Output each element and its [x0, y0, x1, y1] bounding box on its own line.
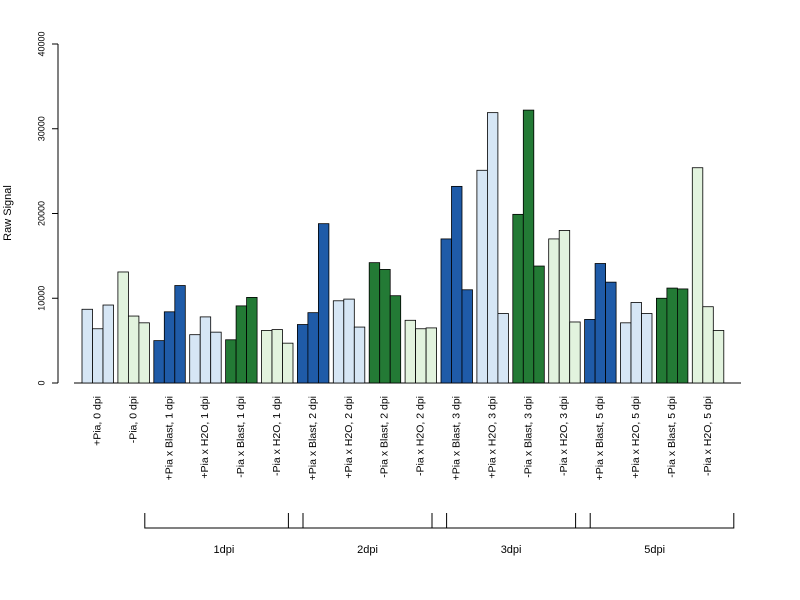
- bar: [261, 330, 273, 384]
- category-label: -Pia x H2O, 3 dpi: [558, 396, 570, 476]
- bar: [163, 311, 176, 384]
- bar: [92, 328, 104, 384]
- category-label: +Pia x H2O, 1 dpi: [199, 396, 211, 479]
- bar: [127, 315, 140, 384]
- category-label: -Pia x Blast, 1 dpi: [235, 396, 247, 478]
- bar: [282, 342, 294, 384]
- category-label: +Pia x Blast, 1 dpi: [163, 396, 175, 480]
- category-label: -Pia x H2O, 2 dpi: [415, 396, 427, 476]
- bar: [512, 213, 524, 384]
- bar: [497, 313, 509, 384]
- category-label: +Pia, 0 dpi: [92, 396, 104, 446]
- bar: [712, 330, 725, 384]
- category-label: -Pia x H2O, 5 dpi: [702, 396, 714, 476]
- bar: [404, 319, 417, 384]
- bar: [317, 223, 330, 384]
- bar: [415, 328, 427, 384]
- bar: [451, 185, 463, 384]
- group-bracket: [575, 513, 735, 529]
- category-label: -Pia x H2O, 1 dpi: [271, 396, 283, 476]
- category-label: -Pia x Blast, 3 dpi: [522, 396, 534, 478]
- category-label: +Pia x H2O, 5 dpi: [630, 396, 642, 479]
- group-label: 1dpi: [214, 544, 235, 556]
- group-label: 5dpi: [644, 544, 665, 556]
- bar: [102, 304, 114, 384]
- bar: [117, 271, 129, 384]
- group-bracket: [431, 513, 591, 529]
- bar: [630, 302, 642, 384]
- bar: [138, 322, 150, 384]
- group-bracket: [287, 513, 448, 529]
- bar: [81, 308, 93, 384]
- bar: [461, 289, 473, 384]
- time-point-groups: 1dpi 2dpi 3dpi 5dpi: [144, 513, 735, 556]
- bar: [189, 334, 201, 384]
- bar: [389, 295, 402, 384]
- bar: [353, 326, 366, 384]
- bar: [153, 340, 165, 384]
- bar: [235, 305, 248, 384]
- bars: [81, 109, 725, 384]
- bar: [522, 109, 535, 384]
- bar: [440, 238, 452, 384]
- bar: [246, 297, 258, 384]
- bar: [691, 167, 704, 384]
- bar: [368, 262, 381, 384]
- bar: [569, 321, 581, 384]
- bar: [620, 322, 632, 384]
- bar: [225, 339, 237, 384]
- y-tick-label: 30000: [36, 116, 46, 141]
- bar: [174, 285, 186, 384]
- y-tick-label: 20000: [36, 201, 46, 226]
- bar: [343, 298, 355, 384]
- bar: [666, 287, 678, 384]
- category-label: +Pia x Blast, 2 dpi: [307, 396, 319, 480]
- bar: [533, 265, 545, 384]
- y-axis: 0 10000 20000 30000 40000: [36, 31, 59, 386]
- bar: [296, 324, 309, 384]
- group-label: 3dpi: [501, 544, 522, 556]
- bar: [425, 327, 438, 384]
- category-label: +Pia x Blast, 3 dpi: [451, 396, 463, 480]
- bar: [605, 281, 617, 384]
- category-label: -Pia, 0 dpi: [127, 396, 139, 443]
- bar: [677, 288, 689, 384]
- bar: [486, 112, 499, 384]
- bar: [702, 306, 714, 384]
- bar: [548, 238, 560, 384]
- y-axis-title: Raw Signal: [2, 185, 14, 241]
- category-labels: +Pia, 0 dpi -Pia, 0 dpi +Pia x Blast, 1 dp…: [92, 396, 714, 480]
- group-bracket: [144, 513, 304, 529]
- category-label: +Pia x Blast, 5 dpi: [594, 396, 606, 480]
- bar: [584, 319, 596, 384]
- y-tick-label: 0: [36, 380, 46, 385]
- category-label: -Pia x Blast, 2 dpi: [379, 396, 391, 478]
- y-tick-label: 40000: [36, 31, 46, 56]
- category-label: +Pia x H2O, 2 dpi: [343, 396, 355, 479]
- y-tick-label: 10000: [36, 286, 46, 311]
- bar: [379, 269, 391, 384]
- bar: [332, 300, 345, 384]
- bar: [210, 331, 222, 384]
- group-label: 2dpi: [357, 544, 378, 556]
- bar: [307, 312, 319, 384]
- bar: [558, 230, 571, 384]
- bar: [271, 329, 283, 384]
- category-label: -Pia x Blast, 5 dpi: [666, 396, 678, 478]
- bar: [199, 316, 212, 384]
- bar: [656, 297, 668, 384]
- bar: [476, 169, 488, 384]
- category-label: +Pia x H2O, 3 dpi: [486, 396, 498, 479]
- bar: [641, 313, 653, 384]
- bar: [594, 263, 606, 384]
